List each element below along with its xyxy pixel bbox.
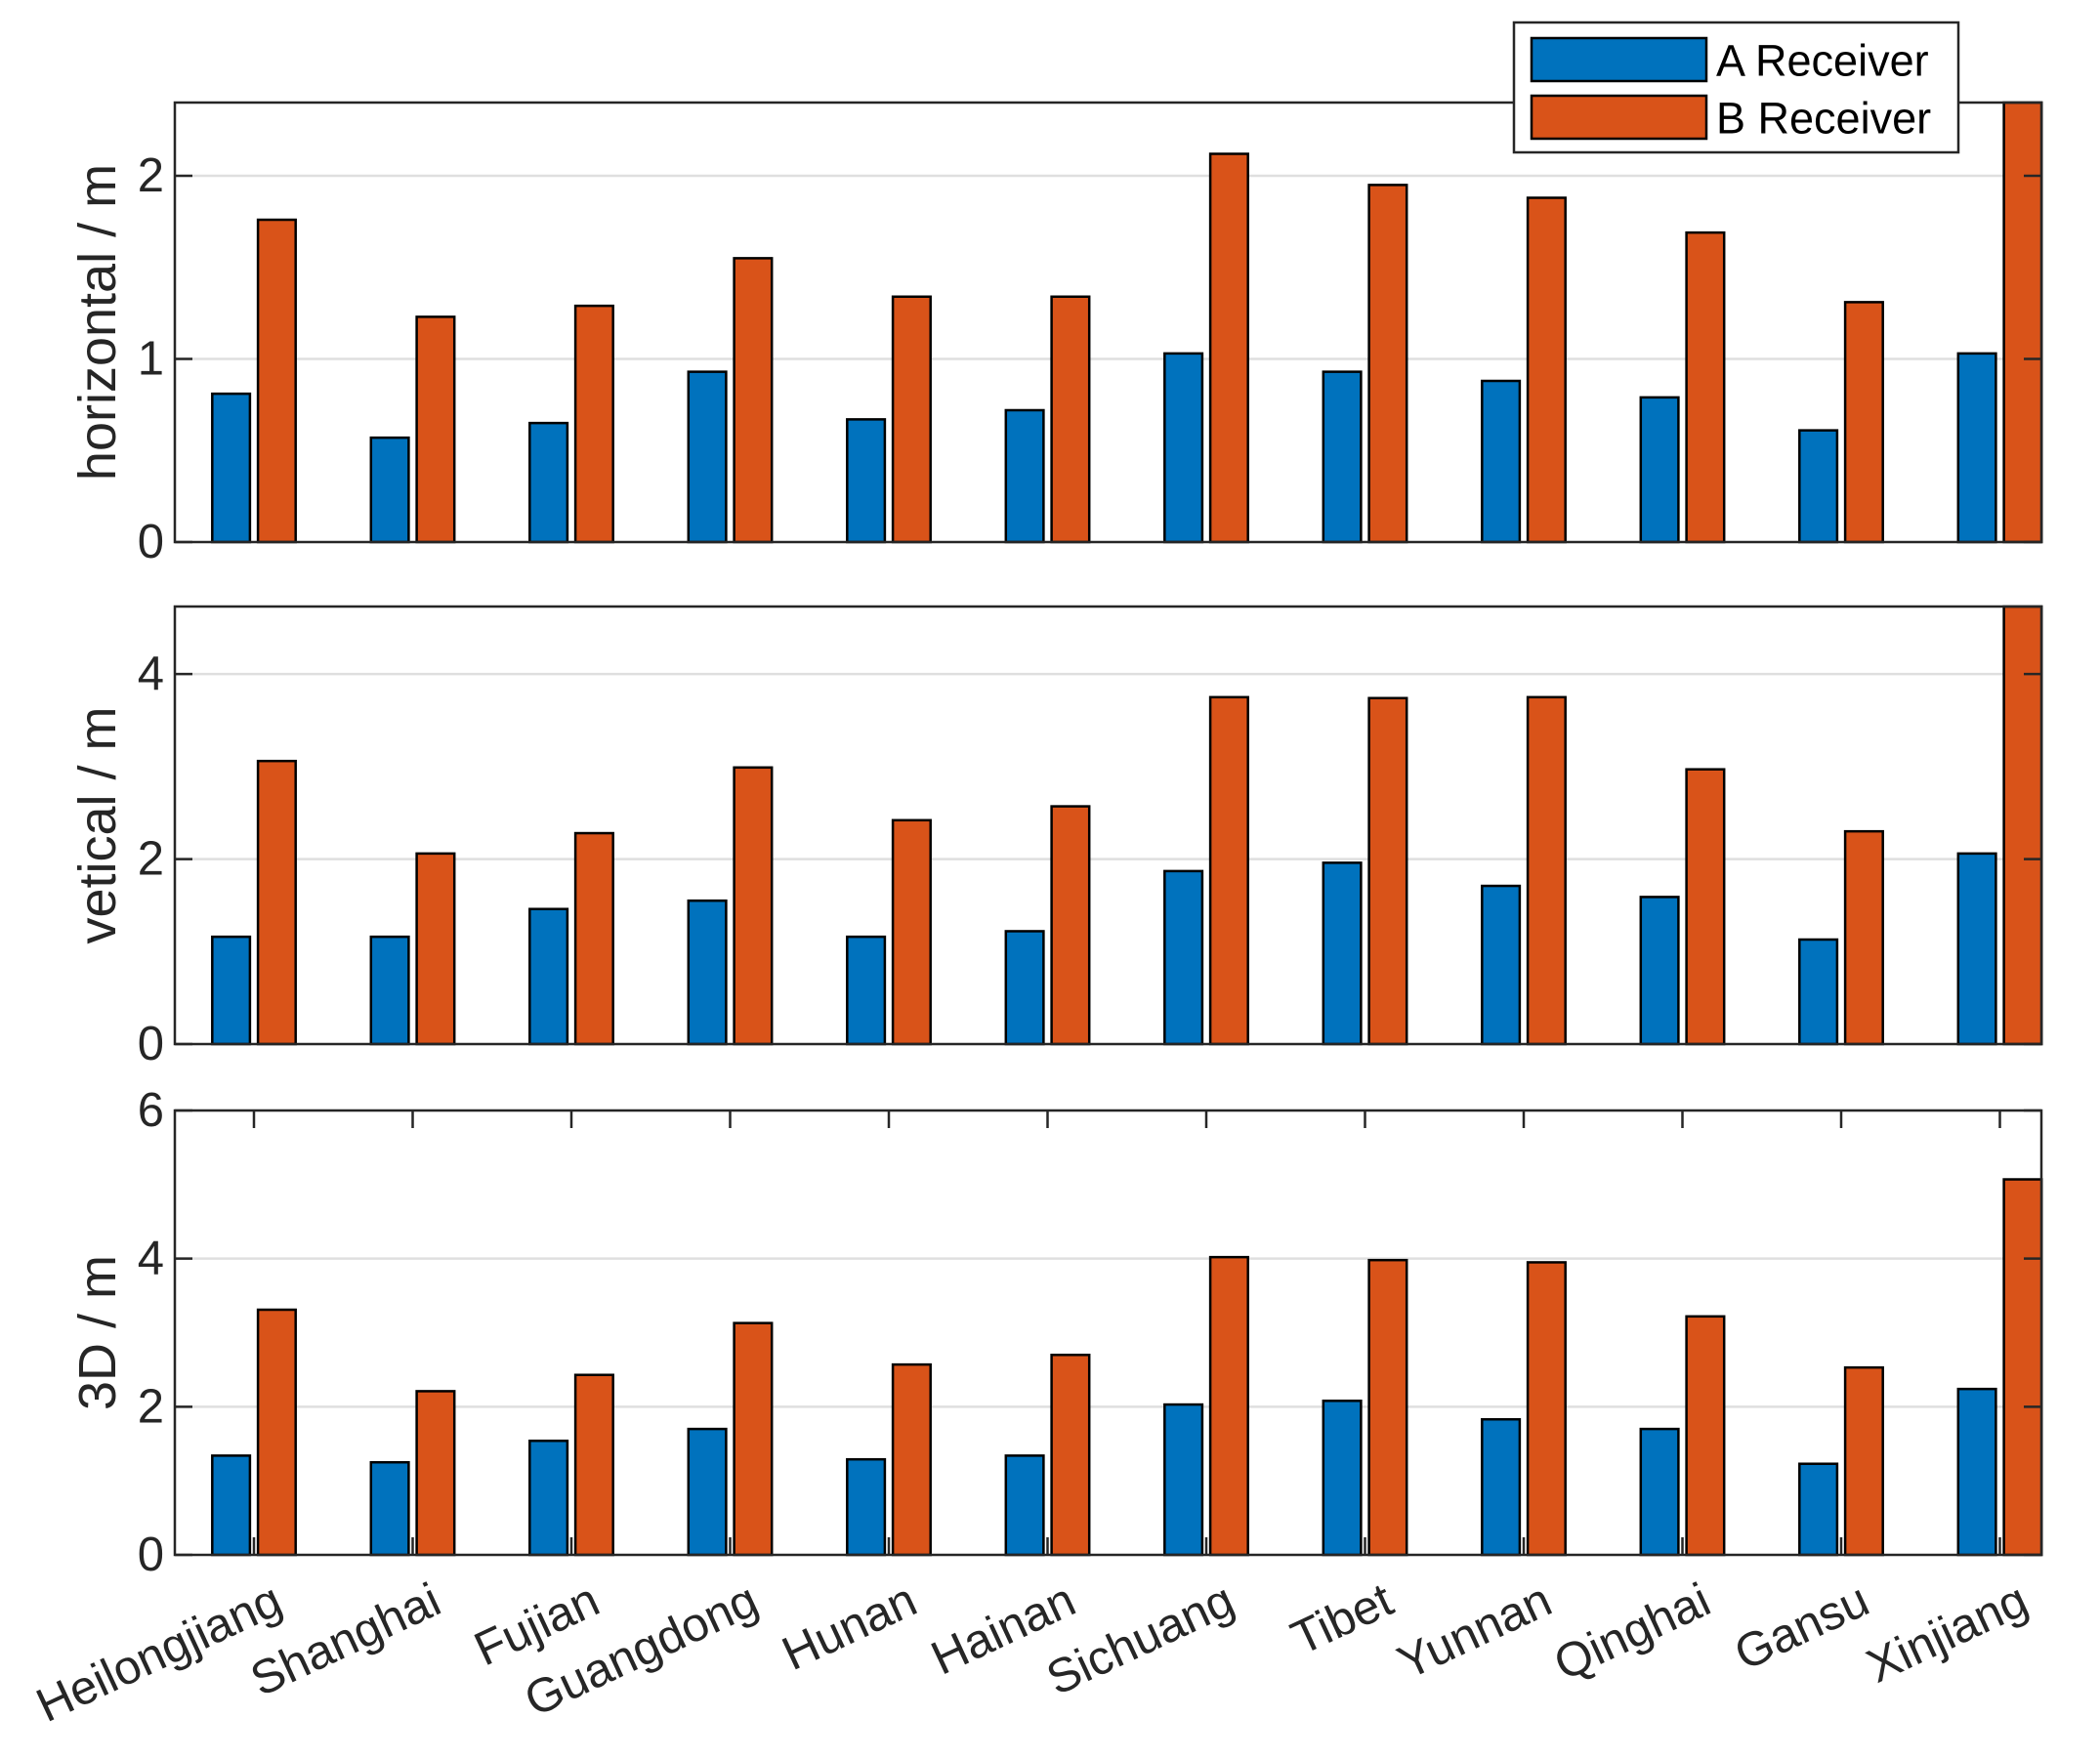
bar-panel1-a-receiver-hunan: [846, 418, 887, 544]
bar-panel3-a-receiver-sichuang: [1163, 1403, 1204, 1557]
bar-panel2-a-receiver-hainan: [1004, 930, 1045, 1046]
ytick-label-panel1: 1: [138, 333, 164, 386]
bar-panel2-b-receiver-sichuang: [1208, 695, 1249, 1046]
bar-panel3-a-receiver-xinjiang: [1956, 1387, 1997, 1557]
bar-panel3-a-receiver-heilongjiang: [211, 1454, 252, 1557]
ytick-label-panel1: 0: [138, 516, 164, 568]
bar-panel1-a-receiver-hainan: [1004, 408, 1045, 544]
bar-panel2-a-receiver-heilongjiang: [211, 935, 252, 1046]
bar-panel1-b-receiver-fujian: [573, 304, 614, 544]
bar-panel2-b-receiver-hainan: [1050, 805, 1091, 1046]
bar-panel1-a-receiver-shanghai: [369, 436, 410, 544]
bar-panel2-b-receiver-xinjiang: [2002, 605, 2043, 1046]
bar-panel1-a-receiver-sichuang: [1163, 352, 1204, 544]
bar-panel3-b-receiver-fujian: [573, 1373, 614, 1557]
bar-panel1-b-receiver-yunnan: [1526, 196, 1567, 544]
bar-panel1-a-receiver-fujian: [528, 421, 569, 544]
bar-panel1-a-receiver-xinjiang: [1956, 352, 1997, 544]
axes-box-panel1: [173, 101, 2043, 544]
bar-panel3-b-receiver-hainan: [1050, 1354, 1091, 1557]
bar-panel3-a-receiver-hunan: [846, 1457, 887, 1557]
ytick-label-panel2: 4: [138, 648, 164, 700]
bar-panel2-a-receiver-fujian: [528, 907, 569, 1046]
bar-panel2-a-receiver-xinjiang: [1956, 852, 1997, 1046]
bar-panel2-b-receiver-shanghai: [415, 852, 456, 1046]
bar-panel2-a-receiver-guangdong: [687, 899, 728, 1046]
bar-panel1-b-receiver-heilongjiang: [256, 218, 297, 544]
bar-panel1-b-receiver-gansu: [1843, 301, 1884, 544]
bar-panel1-a-receiver-heilongjiang: [211, 392, 252, 544]
bar-panel1-b-receiver-guangdong: [733, 257, 774, 544]
bar-panel1-a-receiver-gansu: [1798, 429, 1839, 544]
bar-panel2-a-receiver-tibet: [1322, 861, 1363, 1046]
bar-panel2-b-receiver-tibet: [1367, 696, 1408, 1046]
bar-panel3-a-receiver-hainan: [1004, 1454, 1045, 1557]
ytick-label-panel3: 4: [138, 1233, 164, 1285]
bar-panel2-b-receiver-guangdong: [733, 766, 774, 1046]
bar-panel2-a-receiver-hunan: [846, 935, 887, 1046]
legend-label-a-receiver: A Receiver: [1716, 36, 1929, 86]
bar-panel3-b-receiver-sichuang: [1208, 1255, 1249, 1557]
bar-panel2-b-receiver-qinghai: [1685, 768, 1726, 1046]
bar-panel1-b-receiver-tibet: [1367, 184, 1408, 544]
bar-panel1-a-receiver-qinghai: [1639, 396, 1680, 544]
ylabel-panel2: vetical / m: [68, 706, 127, 943]
legend: A Receiver B Receiver: [1512, 21, 1960, 154]
axes-box-panel3: [173, 1109, 2043, 1557]
bar-panel3-b-receiver-qinghai: [1685, 1315, 1726, 1557]
bar-panel3-a-receiver-qinghai: [1639, 1427, 1680, 1557]
bar-panel3-b-receiver-yunnan: [1526, 1261, 1567, 1557]
ytick-label-panel2: 0: [138, 1018, 164, 1070]
bar-panel2-b-receiver-hunan: [891, 818, 932, 1046]
ylabel-panel1: horizontal / m: [68, 164, 127, 481]
bar-panel2-b-receiver-gansu: [1843, 829, 1884, 1046]
bar-panel2-b-receiver-fujian: [573, 831, 614, 1046]
bar-panel3-b-receiver-heilongjiang: [256, 1308, 297, 1557]
bar-panel2-a-receiver-gansu: [1798, 938, 1839, 1046]
bar-panel3-a-receiver-yunnan: [1481, 1417, 1522, 1557]
bar-panel2-b-receiver-heilongjiang: [256, 759, 297, 1046]
bar-panel3-a-receiver-guangdong: [687, 1427, 728, 1557]
bar-panel3-b-receiver-xinjiang: [2002, 1178, 2043, 1557]
bar-panel1-b-receiver-shanghai: [415, 315, 456, 544]
bar-panel3-a-receiver-gansu: [1798, 1462, 1839, 1557]
bar-panel1-b-receiver-hunan: [891, 295, 932, 544]
bar-panel3-b-receiver-hunan: [891, 1362, 932, 1557]
bar-panel3-b-receiver-tibet: [1367, 1258, 1408, 1557]
legend-swatch-a-receiver: [1530, 36, 1708, 83]
legend-label-b-receiver: B Receiver: [1716, 94, 1931, 144]
bar-panel2-a-receiver-shanghai: [369, 935, 410, 1046]
bar-panel1-b-receiver-sichuang: [1208, 152, 1249, 544]
bar-panel2-b-receiver-yunnan: [1526, 695, 1567, 1046]
bar-panel3-a-receiver-fujian: [528, 1439, 569, 1557]
ytick-label-panel3: 0: [138, 1529, 164, 1581]
ytick-label-panel3: 2: [138, 1380, 164, 1433]
bar-panel2-a-receiver-qinghai: [1639, 896, 1680, 1046]
bar-panel1-b-receiver-hainan: [1050, 295, 1091, 544]
bar-panel3-b-receiver-shanghai: [415, 1390, 456, 1557]
legend-swatch-b-receiver: [1530, 94, 1708, 141]
bar-panel2-a-receiver-sichuang: [1163, 869, 1204, 1046]
ytick-label-panel2: 2: [138, 833, 164, 886]
bar-panel1-b-receiver-xinjiang: [2002, 101, 2043, 544]
bar-panel1-b-receiver-qinghai: [1685, 230, 1726, 544]
bar-panel1-a-receiver-yunnan: [1481, 379, 1522, 544]
ytick-label-panel1: 2: [138, 149, 164, 202]
ytick-label-panel3: 6: [138, 1084, 164, 1137]
axes-box-panel2: [173, 605, 2043, 1046]
bar-panel3-b-receiver-guangdong: [733, 1321, 774, 1557]
bar-panel1-a-receiver-guangdong: [687, 370, 728, 544]
ylabel-panel3: 3D / m: [68, 1255, 127, 1410]
bar-panel3-a-receiver-shanghai: [369, 1460, 410, 1557]
bar-panel3-a-receiver-tibet: [1322, 1400, 1363, 1557]
bar-panel3-b-receiver-gansu: [1843, 1365, 1884, 1557]
bar-panel2-a-receiver-yunnan: [1481, 884, 1522, 1046]
bar-panel1-a-receiver-tibet: [1322, 370, 1363, 544]
